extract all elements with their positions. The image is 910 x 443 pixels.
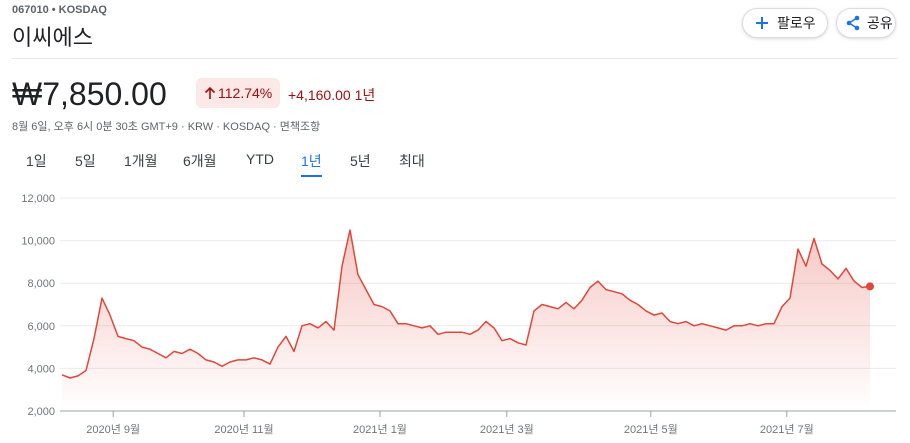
chart: 2,000 4,000 6,000 8,000 10,000 12,000 2020년 9월… [21,193,896,436]
change-pill: 112.74% [196,78,280,108]
change-percent: 112.74% [218,85,273,101]
range-tab[interactable]: 1일 [26,153,47,169]
x-tick-label: 2021년 5월 [624,423,678,436]
up-arrow [204,86,216,99]
x-tick-label: 2021년 7월 [760,423,814,436]
change-amount: +4,160.00 1년 [288,85,375,105]
y-tick-label: 4,000 [27,363,55,375]
y-tick-label: 8,000 [27,278,55,290]
x-tick-label: 2021년 3월 [480,423,534,436]
share-icon [846,15,860,31]
info: 8월 6일, 오후 6시 0분 30초 GMT+9 · KRW · KOSDAQ… [12,121,280,133]
range-tab[interactable]: 최대 [399,153,425,169]
range-tab[interactable]: 5년 [350,153,371,169]
range-tab[interactable]: 1년 [301,151,322,177]
x-tick-label: 2020년 11월 [214,423,273,436]
change-period: 1년 [354,87,376,103]
range-tab[interactable]: 5일 [75,153,96,169]
follow-label: 팔로우 [777,15,816,31]
range-tab[interactable]: YTD [246,151,274,167]
follow-button[interactable]: 팔로우 [742,8,828,38]
y-tick-label: 10,000 [21,236,55,248]
y-tick-label: 2,000 [27,406,55,418]
x-tick-label: 2021년 1월 [353,423,407,436]
disclaimer[interactable]: 면책조항 [279,121,321,133]
last-point [866,282,874,291]
price: ₩7,850.00 [12,76,167,112]
area [62,230,870,411]
x-tick-label: 2020년 9월 [86,423,140,436]
y-tick-label: 6,000 [27,321,55,333]
price-line [61,229,871,379]
info-line: 8월 6일, 오후 6시 0분 30초 GMT+9 · KRW · KOSDAQ… [12,118,320,134]
divider [12,58,898,59]
range-tab[interactable]: 6개월 [183,153,217,169]
change-abs: +4,160.00 [288,87,351,103]
y-tick-label: 12,000 [21,193,55,205]
share-label: 공유 [867,15,893,31]
ticker: 067010 • KOSDAQ [12,4,107,16]
stock-name: 이씨에스 [12,25,93,50]
range-tab[interactable]: 1개월 [124,153,158,169]
share-button[interactable]: 공유 [836,8,896,38]
plus-icon [756,17,768,29]
